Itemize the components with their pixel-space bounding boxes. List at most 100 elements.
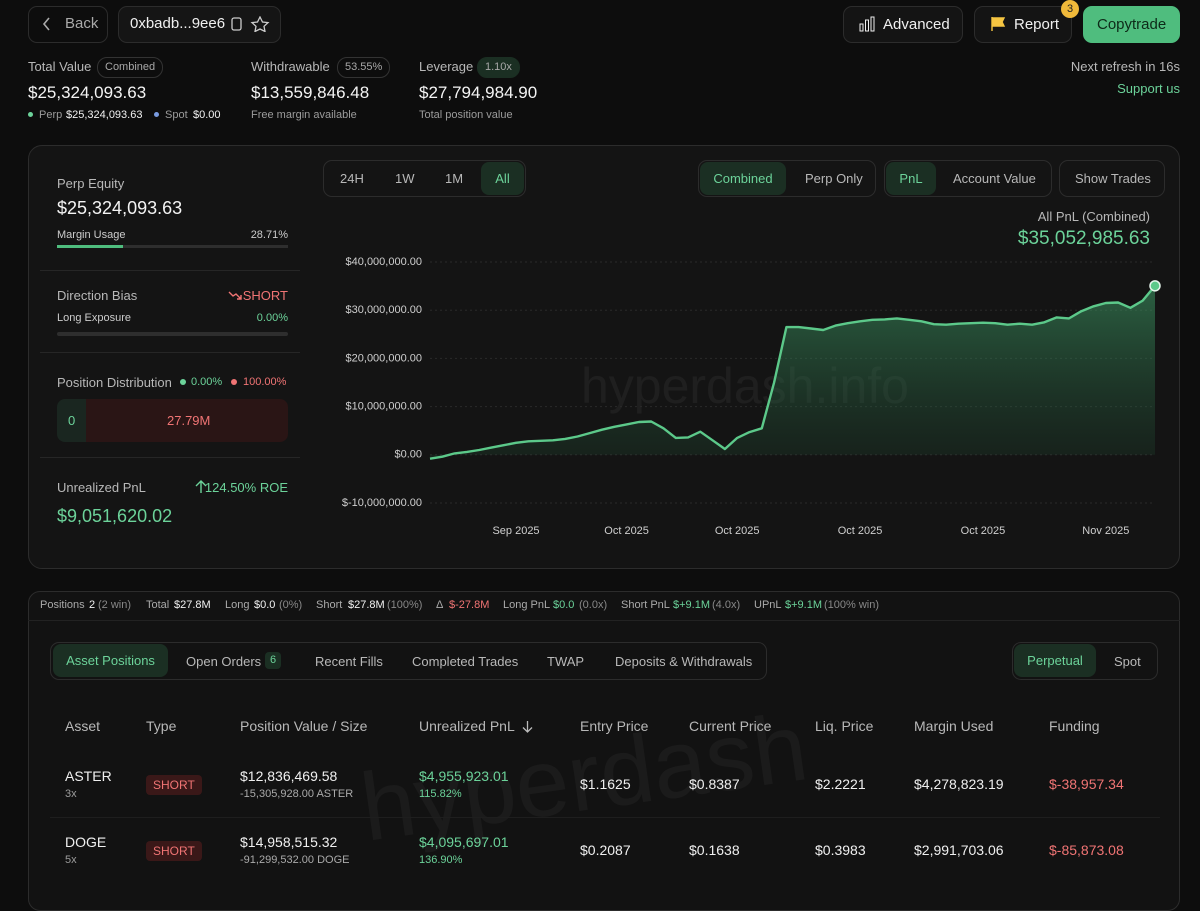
spot-value: $0.00 bbox=[193, 109, 221, 121]
label: Long bbox=[225, 599, 250, 611]
note: Total position value bbox=[419, 109, 513, 121]
positions-panel bbox=[28, 591, 1180, 911]
roe: 136.90% bbox=[419, 854, 463, 866]
column-header: Current Price bbox=[689, 718, 772, 734]
title: All PnL (Combined) bbox=[1037, 209, 1150, 224]
note: Free margin available bbox=[251, 109, 357, 121]
margin-track bbox=[57, 245, 288, 248]
tabs[interactable]: TWAP bbox=[547, 654, 585, 669]
spot-label: Spot bbox=[165, 109, 188, 121]
asset: ASTER bbox=[65, 768, 112, 784]
value: $27.8M bbox=[174, 599, 211, 611]
leverage: 5x bbox=[65, 854, 77, 866]
report-badge: 3 bbox=[1061, 0, 1079, 18]
ranges[interactable]: 1M bbox=[445, 171, 464, 186]
show-trades-button[interactable] bbox=[1059, 160, 1165, 197]
value: $0.0 bbox=[553, 599, 575, 611]
metrics[interactable]: Account Value bbox=[953, 171, 1036, 186]
note: (0%) bbox=[279, 599, 303, 611]
scopes[interactable]: Perp Only bbox=[805, 171, 863, 186]
exposure-track bbox=[57, 332, 288, 336]
row-divider bbox=[50, 817, 1160, 818]
metrics[interactable]: PnL bbox=[886, 162, 936, 195]
perp-value: $25,324,093.63 bbox=[66, 109, 143, 121]
report-icon bbox=[991, 17, 1006, 31]
show-trades[interactable]: Show Trades bbox=[1075, 171, 1151, 186]
open-orders-badge: 6 bbox=[265, 652, 282, 669]
tabs[interactable]: Completed Trades bbox=[412, 654, 519, 669]
sort-icon[interactable] bbox=[522, 720, 533, 733]
page: Back 0xbadb...9ee6 Advanced Report 3 Cop… bbox=[28, 0, 1180, 911]
copytrade-button[interactable] bbox=[1083, 6, 1180, 43]
market-tabs[interactable]: Perpetual bbox=[1014, 644, 1096, 677]
note: (0.0x) bbox=[579, 599, 608, 611]
chart-panel bbox=[28, 145, 1180, 569]
long-amount: 0 bbox=[68, 413, 76, 428]
value: $27,794,984.90 bbox=[419, 83, 538, 102]
value: $25,324,093.63 bbox=[28, 83, 147, 102]
back-button[interactable] bbox=[28, 6, 108, 43]
scopes[interactable]: Combined bbox=[700, 162, 786, 195]
long-exposure-label: Long Exposure bbox=[57, 312, 131, 324]
label: Short PnL bbox=[621, 599, 670, 611]
short-amount: 27.79M bbox=[167, 413, 211, 428]
tabs[interactable]: Open Orders bbox=[186, 654, 262, 669]
perp-label: Perp bbox=[39, 109, 63, 121]
liq-price: $2.2221 bbox=[815, 776, 866, 792]
label: Δ bbox=[436, 599, 444, 611]
leverage: 3x bbox=[65, 788, 77, 800]
tabs[interactable]: Deposits & Withdrawals bbox=[615, 654, 753, 669]
label: UPnL bbox=[754, 599, 782, 611]
size: -15,305,928.00 ASTER bbox=[240, 788, 354, 800]
roe: 115.82% bbox=[419, 788, 462, 800]
market-tabs[interactable]: Spot bbox=[1114, 654, 1141, 669]
type: SHORT bbox=[146, 841, 202, 861]
size: -91,299,532.00 DOGE bbox=[240, 854, 350, 866]
label: Total bbox=[146, 599, 170, 611]
divider bbox=[40, 457, 300, 458]
label: Total Value bbox=[28, 59, 92, 74]
tabs[interactable]: Recent Fills bbox=[315, 654, 383, 669]
funding: $-38,957.34 bbox=[1049, 776, 1124, 792]
support[interactable]: Support us bbox=[1117, 81, 1180, 96]
up-arrow bbox=[195, 480, 207, 493]
ranges[interactable]: 1W bbox=[395, 171, 415, 186]
scope-group bbox=[698, 160, 876, 197]
badge: Combined bbox=[97, 57, 164, 78]
advanced: Advanced bbox=[883, 16, 950, 33]
back: Back bbox=[65, 15, 99, 32]
unrealized-pnl: $4,095,697.01 bbox=[419, 834, 509, 850]
margin-usage: 28.71% bbox=[250, 229, 288, 241]
value: $13,559,846.48 bbox=[251, 83, 370, 102]
entry-price: $1.1625 bbox=[580, 776, 631, 792]
perp-equity: $25,324,093.63 bbox=[57, 198, 183, 218]
tab-group bbox=[50, 642, 767, 680]
label: Leverage bbox=[419, 59, 474, 74]
column-header: Asset bbox=[65, 718, 101, 734]
value: $0.0 bbox=[254, 599, 276, 611]
distribution-label: Position Distribution bbox=[57, 375, 172, 390]
upnl-label: Unrealized PnL bbox=[57, 480, 146, 495]
funding: $-85,873.08 bbox=[1049, 842, 1124, 858]
entry-price: $0.2087 bbox=[580, 842, 631, 858]
roe: 124.50% ROE bbox=[204, 480, 288, 495]
ranges[interactable]: All bbox=[481, 162, 524, 195]
short-dot bbox=[231, 379, 237, 385]
address-icons[interactable] bbox=[230, 16, 270, 32]
column-header: Liq. Price bbox=[815, 718, 874, 734]
position-value: $14,958,515.32 bbox=[240, 834, 338, 850]
divider bbox=[40, 270, 300, 271]
divider bbox=[28, 620, 1180, 621]
advanced-icon bbox=[859, 16, 875, 32]
value: $27.8M bbox=[348, 599, 385, 611]
long-dot bbox=[180, 379, 186, 385]
ranges[interactable]: 24H bbox=[340, 171, 364, 186]
current-price: $0.1638 bbox=[689, 842, 740, 858]
distribution-short: 100.00% bbox=[243, 376, 287, 388]
margin-used: $4,278,823.19 bbox=[914, 776, 1004, 792]
label: Withdrawable bbox=[251, 59, 330, 74]
report-button[interactable] bbox=[974, 6, 1072, 43]
tabs[interactable]: Asset Positions bbox=[53, 644, 168, 677]
note: (100% win) bbox=[824, 599, 880, 611]
distribution-long: 0.00% bbox=[191, 376, 223, 388]
